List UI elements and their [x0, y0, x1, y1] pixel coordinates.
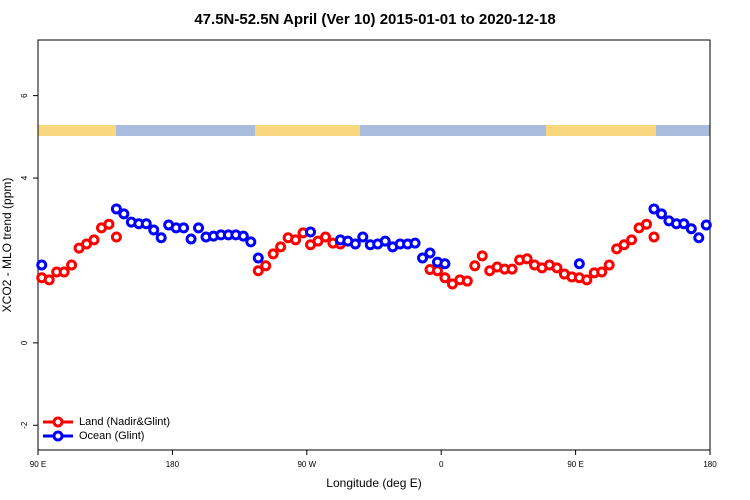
data-point: [648, 231, 660, 243]
ocean-band: [656, 125, 710, 136]
data-point: [290, 234, 302, 246]
data-point: [178, 222, 190, 234]
ocean-band: [360, 125, 546, 136]
data-point: [305, 226, 317, 238]
data-point: [66, 259, 78, 271]
data-point: [439, 258, 451, 270]
data-point: [648, 203, 660, 215]
data-point: [140, 218, 152, 230]
y-tick-label: 0: [20, 340, 29, 345]
data-point: [118, 208, 130, 220]
data-point: [88, 234, 100, 246]
y-tick-label: 6: [20, 93, 29, 98]
y-tick-label: -2: [20, 421, 29, 429]
data-point: [252, 265, 264, 277]
data-point: [110, 231, 122, 243]
data-point: [693, 232, 705, 244]
data-point: [581, 274, 593, 286]
data-point: [573, 258, 585, 270]
legend-item: Ocean (Glint): [43, 430, 144, 442]
data-point: [36, 259, 48, 271]
data-point: [58, 266, 70, 278]
data-point: [379, 235, 391, 247]
plot-frame: [37, 39, 711, 451]
data-point: [506, 263, 518, 275]
data-point: [626, 234, 638, 246]
data-point: [431, 265, 443, 277]
legend-label: Ocean (Glint): [79, 430, 144, 442]
data-point: [260, 260, 272, 272]
legend-marker: [52, 416, 64, 428]
data-point: [193, 222, 205, 234]
x-tick-label: 90 E: [30, 460, 46, 469]
legend-item: Land (Nadir&Glint): [43, 416, 170, 428]
data-point: [678, 218, 690, 230]
data-point: [417, 252, 429, 264]
chart-title: 47.5N-52.5N April (Ver 10) 2015-01-01 to…: [194, 11, 555, 28]
data-point: [469, 260, 481, 272]
land-band: [255, 125, 360, 136]
data-point: [43, 274, 55, 286]
data-point: [409, 237, 421, 249]
x-axis-label: Longitude (deg E): [326, 476, 421, 490]
legend-label: Land (Nadir&Glint): [79, 416, 170, 428]
ocean-band: [116, 125, 255, 136]
land-band: [38, 125, 116, 136]
x-tick-label: 90 W: [297, 460, 316, 469]
surface-band: [38, 125, 710, 136]
data-point: [596, 266, 608, 278]
legend-marker: [52, 430, 64, 442]
data-point: [476, 250, 488, 262]
data-point: [603, 259, 615, 271]
x-tick-label: 180: [703, 460, 717, 469]
data-point: [424, 247, 436, 259]
data-point: [267, 248, 279, 260]
data-point: [185, 233, 197, 245]
data-point: [618, 239, 630, 251]
data-point: [103, 218, 115, 230]
data-point: [319, 231, 331, 243]
data-point: [357, 231, 369, 243]
data-point: [551, 262, 563, 274]
data-point: [245, 236, 257, 248]
data-point: [700, 219, 712, 231]
data-point: [685, 223, 697, 235]
data-point: [641, 218, 653, 230]
y-axis-label: XCO2 - MLO trend (ppm): [0, 178, 14, 313]
data-point: [110, 203, 122, 215]
land-band: [546, 125, 656, 136]
data-point: [655, 208, 667, 220]
x-tick-label: 180: [166, 460, 180, 469]
data-point: [148, 224, 160, 236]
data-point: [155, 232, 167, 244]
data-point: [349, 238, 361, 250]
x-tick-label: 0: [439, 460, 444, 469]
y-tick-label: 4: [20, 175, 29, 180]
data-point: [521, 253, 533, 265]
data-point: [439, 272, 451, 284]
x-tick-label: 90 E: [567, 460, 583, 469]
data-point: [252, 252, 264, 264]
data-point: [237, 230, 249, 242]
data-point: [275, 241, 287, 253]
data-point: [461, 275, 473, 287]
